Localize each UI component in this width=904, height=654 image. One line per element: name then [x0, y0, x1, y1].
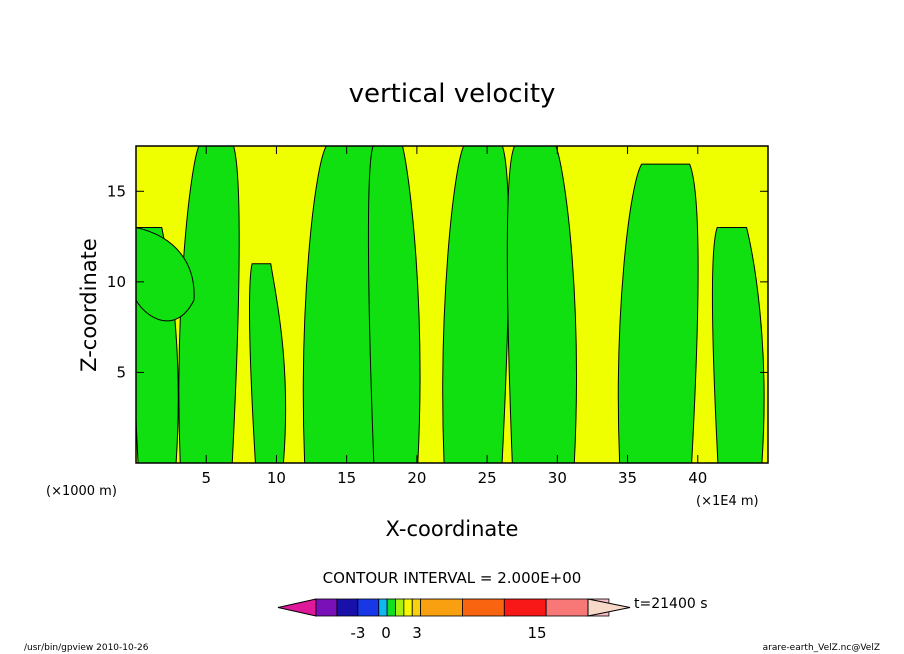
negative-region — [249, 263, 287, 463]
contour-interval: CONTOUR INTERVAL = 2.000E+00 — [323, 569, 582, 587]
negative-region — [617, 163, 699, 463]
colorbar-swatch — [336, 598, 359, 617]
colorbar-tick-label: 15 — [527, 624, 546, 642]
x-tick-label: 20 — [407, 469, 426, 487]
colorbar-tick-label: 3 — [412, 624, 422, 642]
y-tick-label: 15 — [107, 182, 126, 200]
x-tick-label: 15 — [337, 469, 356, 487]
negative-region — [506, 146, 577, 463]
plot-area: 5 10 15 20 25 30 35 40 5 10 15 — [107, 145, 769, 487]
negative-region — [442, 146, 510, 463]
colorbar-tick-label: 0 — [381, 624, 391, 642]
colorbar-swatch — [411, 598, 422, 617]
x-tick-label: 40 — [688, 469, 707, 487]
y-tick-label: 10 — [107, 273, 126, 291]
colorbar-swatch — [503, 598, 547, 617]
y-tick-label: 5 — [116, 363, 126, 381]
x-unit-left: (×1000 m) — [46, 484, 117, 499]
negative-region — [136, 227, 195, 322]
y-axis-label: Z-coordinate — [77, 238, 101, 372]
colorbar-swatch — [420, 598, 463, 617]
footer-left: /usr/bin/gpview 2010-10-26 — [24, 643, 149, 653]
colorbar-low-arrow — [277, 598, 317, 617]
x-tick-label: 35 — [618, 469, 637, 487]
colorbar-swatch — [378, 598, 388, 617]
x-tick-label: 10 — [267, 469, 286, 487]
colorbar-swatch — [395, 598, 405, 617]
negative-region — [367, 146, 421, 463]
colorbar-swatch — [462, 598, 505, 617]
negative-region — [712, 227, 765, 463]
x-tick-label: 30 — [548, 469, 567, 487]
footer-right: arare-earth_VelZ.nc@VelZ — [762, 643, 880, 653]
colorbar-swatch — [403, 598, 413, 617]
colorbar: -3 0 3 15 — [277, 598, 631, 642]
plot-frame — [135, 145, 769, 464]
x-tick-label: 5 — [201, 469, 211, 487]
colorbar-swatch — [315, 598, 338, 617]
colorbar-swatch — [386, 598, 396, 617]
chart-title: vertical velocity — [349, 79, 556, 109]
time-label: t=21400 s — [634, 596, 708, 612]
colorbar-tick-label: -3 — [351, 624, 366, 642]
x-axis-label: X-coordinate — [386, 517, 519, 541]
colorbar-swatch — [357, 598, 380, 617]
x-unit-right: (×1E4 m) — [696, 494, 759, 509]
colorbar-high-arrow — [587, 598, 631, 617]
colorbar-swatch — [545, 598, 589, 617]
x-tick-label: 25 — [478, 469, 497, 487]
